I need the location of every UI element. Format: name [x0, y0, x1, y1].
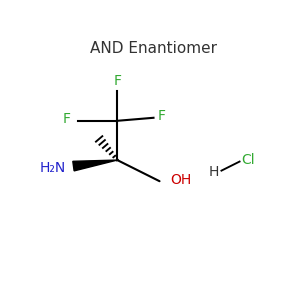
- Text: H₂N: H₂N: [40, 161, 66, 175]
- Text: F: F: [158, 109, 166, 123]
- Polygon shape: [73, 160, 117, 171]
- Text: AND Enantiomer: AND Enantiomer: [90, 41, 217, 56]
- Text: Cl: Cl: [241, 153, 255, 167]
- Text: F: F: [113, 74, 121, 88]
- Text: H: H: [209, 165, 219, 179]
- Text: OH: OH: [170, 173, 191, 187]
- Text: F: F: [62, 112, 70, 126]
